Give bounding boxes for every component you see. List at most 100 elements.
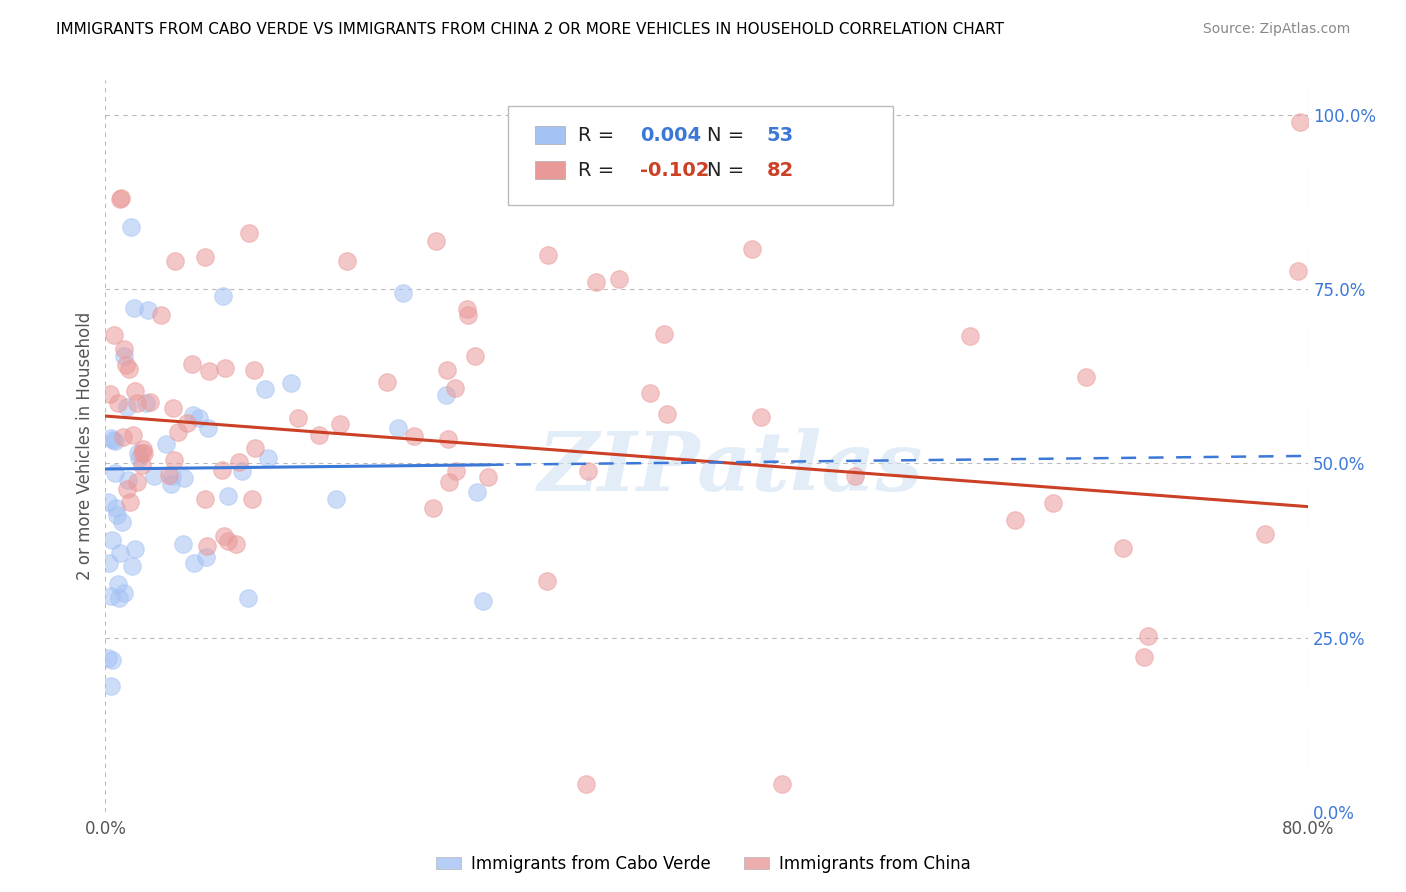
Point	[112, 586, 135, 600]
Point	[104, 467, 127, 481]
Point	[749, 409, 772, 424]
Point	[243, 362, 266, 376]
Point	[471, 594, 494, 608]
Point	[115, 400, 138, 414]
Point	[136, 303, 159, 318]
Point	[655, 407, 678, 421]
Point	[131, 442, 153, 456]
Point	[770, 777, 793, 791]
Point	[425, 234, 447, 248]
Point	[107, 396, 129, 410]
Point	[100, 431, 122, 445]
Y-axis label: 2 or more Vehicles in Household: 2 or more Vehicles in Household	[76, 312, 94, 580]
Point	[575, 777, 598, 791]
Point	[444, 464, 467, 478]
Point	[217, 489, 239, 503]
Point	[536, 574, 558, 589]
Point	[211, 289, 233, 303]
Text: -0.102: -0.102	[640, 161, 710, 180]
Point	[100, 387, 122, 401]
Point	[122, 301, 145, 316]
Point	[245, 441, 267, 455]
Point	[172, 537, 194, 551]
Point	[131, 446, 153, 460]
Point	[112, 350, 135, 364]
Point	[112, 342, 135, 356]
Point	[197, 421, 219, 435]
Point	[256, 451, 278, 466]
Point	[149, 308, 172, 322]
Point	[194, 549, 217, 564]
Point	[160, 469, 183, 483]
Point	[198, 364, 221, 378]
Point	[120, 494, 142, 508]
Point	[228, 455, 250, 469]
Point	[211, 462, 233, 476]
Point	[103, 328, 125, 343]
Point	[585, 275, 607, 289]
Point	[741, 242, 763, 256]
Text: ZIPatlas: ZIPatlas	[538, 428, 924, 508]
Point	[181, 357, 204, 371]
Point	[108, 546, 131, 560]
Point	[1286, 264, 1309, 278]
Point	[124, 541, 146, 556]
Point	[127, 446, 149, 460]
Point	[100, 589, 122, 603]
Point	[225, 537, 247, 551]
Point	[100, 679, 122, 693]
Point	[197, 539, 219, 553]
Point	[142, 469, 165, 483]
Text: Source: ZipAtlas.com: Source: ZipAtlas.com	[1202, 22, 1350, 37]
Point	[464, 349, 486, 363]
Point	[254, 382, 277, 396]
Point	[101, 653, 124, 667]
Point	[457, 308, 479, 322]
Point	[607, 272, 630, 286]
Point	[477, 469, 499, 483]
Point	[436, 362, 458, 376]
Point	[231, 464, 253, 478]
Point	[325, 491, 347, 506]
Point	[96, 495, 118, 509]
Point	[111, 516, 134, 530]
Point	[214, 361, 236, 376]
Point	[104, 434, 127, 448]
Point	[128, 451, 150, 466]
Point	[134, 446, 156, 460]
Point	[160, 477, 183, 491]
Point	[308, 428, 330, 442]
Point	[101, 433, 124, 447]
Point	[104, 501, 127, 516]
Point	[1076, 370, 1098, 384]
Point	[576, 464, 599, 478]
Point	[127, 475, 149, 490]
Point	[652, 326, 675, 341]
Point	[392, 285, 415, 300]
Point	[238, 226, 260, 240]
Point	[1136, 629, 1159, 643]
Point	[117, 473, 139, 487]
Point	[329, 417, 352, 432]
Point	[181, 409, 204, 423]
Point	[115, 359, 138, 373]
Text: N =: N =	[707, 161, 749, 180]
Point	[155, 436, 177, 450]
Point	[107, 577, 129, 591]
Point	[443, 381, 465, 395]
Point	[97, 556, 120, 570]
Legend: Immigrants from Cabo Verde, Immigrants from China: Immigrants from Cabo Verde, Immigrants f…	[429, 848, 977, 880]
Point	[139, 395, 162, 409]
Point	[176, 416, 198, 430]
Point	[194, 492, 217, 507]
Point	[1289, 115, 1312, 129]
Text: 53: 53	[766, 126, 794, 145]
Point	[387, 420, 409, 434]
Point	[638, 385, 661, 400]
Point	[121, 428, 143, 442]
Point	[108, 591, 131, 605]
Point	[120, 219, 142, 234]
Point	[131, 458, 153, 472]
Point	[336, 254, 359, 268]
Point	[121, 559, 143, 574]
